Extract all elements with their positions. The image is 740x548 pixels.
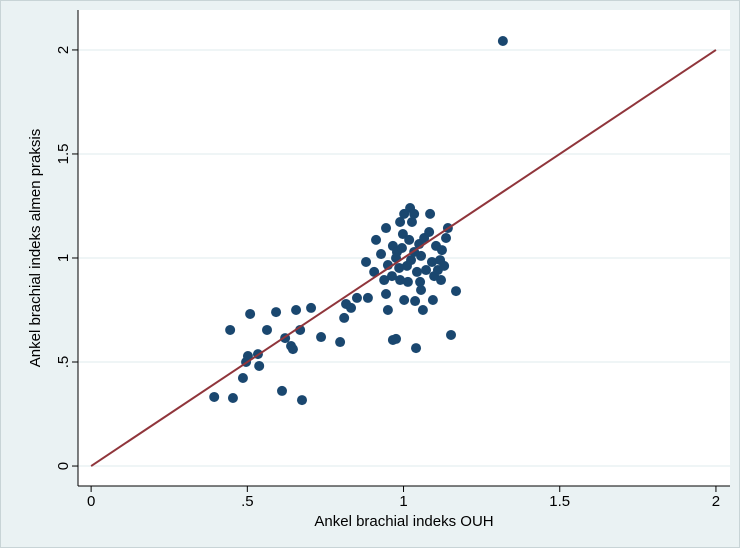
scatter-point bbox=[346, 302, 357, 313]
scatter-point bbox=[306, 302, 317, 313]
scatter-point bbox=[335, 337, 346, 348]
scatter-point bbox=[416, 285, 427, 296]
scatter-point bbox=[410, 296, 421, 307]
scatter-point bbox=[427, 295, 438, 306]
scatter-point bbox=[451, 286, 462, 297]
scatter-point bbox=[406, 216, 417, 227]
scatter-point bbox=[242, 350, 253, 361]
scatter-point bbox=[271, 307, 282, 318]
scatter-point bbox=[209, 391, 220, 402]
scatter-point bbox=[386, 271, 397, 282]
x-tick-label: 1.5 bbox=[549, 493, 570, 510]
x-tick-label: 0 bbox=[87, 493, 95, 510]
scatter-point bbox=[277, 385, 288, 396]
scatter-point bbox=[396, 243, 407, 253]
scatter-point bbox=[376, 249, 387, 260]
y-tick-label: 1.5 bbox=[55, 144, 72, 165]
scatter-point bbox=[369, 266, 380, 277]
scatter-point bbox=[411, 343, 422, 354]
scatter-point bbox=[402, 276, 413, 287]
scatter-point bbox=[371, 234, 382, 245]
scatter-point bbox=[394, 262, 405, 273]
x-tick-label: 1 bbox=[399, 493, 407, 510]
reference-line bbox=[90, 49, 717, 467]
scatter-point bbox=[351, 292, 362, 303]
y-tick-label: 0 bbox=[55, 462, 72, 470]
scatter-point bbox=[287, 344, 298, 355]
scatter-point bbox=[395, 216, 406, 227]
scatter-point bbox=[361, 256, 372, 267]
y-tick-label: .5 bbox=[55, 356, 72, 369]
scatter-point bbox=[339, 312, 350, 323]
scatter-point bbox=[415, 276, 426, 287]
scatter-point bbox=[421, 265, 432, 276]
scatter-point bbox=[497, 35, 508, 46]
scatter-point bbox=[417, 304, 428, 315]
scatter-point bbox=[262, 324, 273, 335]
scatter-point bbox=[426, 256, 437, 267]
scatter-point bbox=[227, 392, 238, 403]
scatter-point bbox=[291, 304, 302, 315]
scatter-point bbox=[436, 245, 447, 256]
scatter-point bbox=[316, 332, 327, 343]
scatter-point bbox=[424, 226, 435, 237]
scatter-point bbox=[411, 266, 422, 277]
scatter-point bbox=[381, 288, 392, 299]
scatter-point bbox=[225, 324, 236, 335]
scatter-point bbox=[254, 360, 265, 371]
scatter-point bbox=[401, 260, 412, 271]
scatter-point bbox=[379, 275, 390, 286]
x-tick-label: .5 bbox=[241, 493, 254, 510]
scatter-point bbox=[446, 329, 457, 340]
scatter-point bbox=[409, 208, 420, 219]
y-axis-title: Ankel brachial indeks almen praksis bbox=[27, 129, 44, 367]
x-axis-title: Ankel brachial indeks OUH bbox=[314, 513, 493, 530]
scatter-point bbox=[395, 275, 406, 286]
scatter-point bbox=[245, 308, 256, 319]
scatter-point bbox=[237, 373, 248, 384]
scatter-point bbox=[296, 395, 307, 406]
scatter-point bbox=[436, 275, 447, 286]
scatter-point bbox=[439, 260, 450, 271]
scatter-point bbox=[391, 333, 402, 344]
scatter-point bbox=[382, 304, 393, 315]
scatter-point bbox=[425, 208, 436, 219]
y-tick-label: 1 bbox=[55, 254, 72, 262]
scatter-point bbox=[397, 229, 408, 240]
y-tick-label: 2 bbox=[55, 46, 72, 54]
scatter-point bbox=[441, 233, 452, 244]
scatter-point bbox=[404, 234, 415, 245]
scatter-point bbox=[381, 223, 392, 234]
x-tick-label: 2 bbox=[712, 493, 720, 510]
scatter-point bbox=[362, 292, 373, 303]
scatter-point bbox=[399, 295, 410, 306]
